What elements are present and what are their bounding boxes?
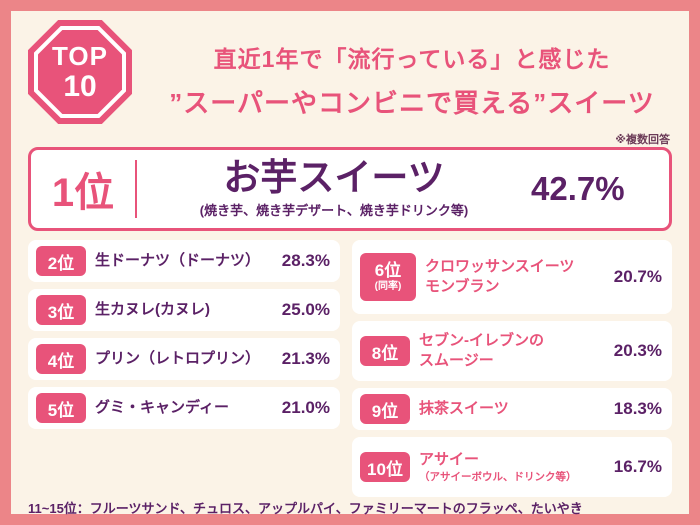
rank1-main: お芋スイーツ (焼き芋、焼き芋デザート、焼き芋ドリンク等) bbox=[137, 157, 531, 219]
item-value: 21.0% bbox=[281, 398, 330, 417]
rank-chip: 8位 bbox=[360, 336, 410, 366]
item-value: 21.3% bbox=[281, 349, 330, 368]
badge-top-text: TOP bbox=[52, 40, 108, 71]
rank1-name: お芋スイーツ bbox=[223, 157, 445, 199]
item-name: グミ・キャンディー bbox=[95, 398, 229, 416]
item-name-line1: アサイー bbox=[419, 450, 480, 468]
ranking-row-2: 2位 生ドーナツ（ドーナツ） 28.3% bbox=[28, 240, 340, 282]
item-name-line2: モンブラン bbox=[425, 278, 500, 295]
item-value: 18.3% bbox=[613, 399, 662, 418]
badge-core: TOP 10 bbox=[38, 30, 122, 114]
item-name: セブン-イレブンの スムージー bbox=[410, 331, 608, 372]
item-name-line2: スムージー bbox=[419, 352, 494, 369]
ranking-row-5: 5位 グミ・キャンディー 21.0% bbox=[28, 387, 340, 429]
rank1-label: 1位 bbox=[51, 171, 115, 215]
top10-badge: TOP 10 bbox=[28, 20, 132, 124]
item-value: 16.7% bbox=[613, 457, 662, 476]
rank1-divider bbox=[135, 160, 137, 218]
item-name-line1: クロワッサンスイーツ bbox=[425, 257, 575, 275]
title-line-2: ”スーパーやコンビニで買える”スイーツ bbox=[169, 88, 655, 118]
rank-chip: 3位 bbox=[36, 295, 86, 325]
rank1-value: 42.7% bbox=[531, 170, 625, 207]
item-name-line1: セブン-イレブンの bbox=[419, 331, 544, 349]
title-line-1: 直近1年で「流行っている」と感じた bbox=[213, 46, 611, 72]
badge-ten-text: 10 bbox=[63, 69, 97, 103]
ranking-row-10: 10位 アサイー （アサイーボウル、ドリンク等） 16.7% bbox=[352, 437, 672, 497]
ranking-row-8: 8位 セブン-イレブンの スムージー 20.3% bbox=[352, 321, 672, 381]
ranking-column-right: 6位 (同率) クロワッサンスイーツ モンブラン 20.7% 8位 セブン-イレ… bbox=[352, 240, 672, 504]
ranking-row-4: 4位 プリン（レトロプリン） 21.3% bbox=[28, 338, 340, 380]
item-name: クロワッサンスイーツ モンブラン bbox=[416, 257, 608, 298]
item-value: 20.3% bbox=[613, 341, 662, 360]
header-titles: 直近1年で「流行っている」と感じた ”スーパーやコンビニで買える”スイーツ bbox=[138, 40, 686, 120]
rank-chip: 10位 bbox=[360, 452, 410, 482]
item-value: 20.7% bbox=[613, 267, 662, 286]
multiple-answers-note: ※複数回答 bbox=[615, 134, 670, 146]
item-value: 28.3% bbox=[281, 251, 330, 270]
item-name: 抹茶スイーツ bbox=[419, 399, 509, 417]
item-value: 25.0% bbox=[281, 300, 330, 319]
rank-tie-note: (同率) bbox=[374, 280, 402, 292]
rank-chip: 5位 bbox=[36, 393, 86, 423]
rank-chip-label: 6位 bbox=[374, 261, 402, 281]
item-name: プリン（レトロプリン） bbox=[95, 349, 261, 367]
ranks-11-15-note: 11~15位：フルーツサンド、チュロス、アップルパイ、ファミリーマートのフラッペ… bbox=[28, 501, 583, 516]
item-name: 生ドーナツ（ドーナツ） bbox=[95, 251, 261, 269]
rank-chip: 6位 (同率) bbox=[360, 253, 416, 301]
rank-chip: 4位 bbox=[36, 344, 86, 374]
item-name-sub: （アサイーボウル、ドリンク等） bbox=[419, 471, 577, 484]
ranking-column-left: 2位 生ドーナツ（ドーナツ） 28.3% 3位 生カヌレ(カヌレ) 25.0% … bbox=[28, 240, 340, 436]
rank1-card: 1位 お芋スイーツ (焼き芋、焼き芋デザート、焼き芋ドリンク等) 42.7% bbox=[28, 147, 672, 231]
item-name: アサイー （アサイーボウル、ドリンク等） bbox=[410, 450, 608, 484]
ranking-row-6: 6位 (同率) クロワッサンスイーツ モンブラン 20.7% bbox=[352, 240, 672, 314]
rank-chip: 9位 bbox=[360, 394, 410, 424]
rank1-subtitle: (焼き芋、焼き芋デザート、焼き芋ドリンク等) bbox=[199, 202, 469, 218]
item-name: 生カヌレ(カヌレ) bbox=[95, 300, 210, 318]
ranking-row-3: 3位 生カヌレ(カヌレ) 25.0% bbox=[28, 289, 340, 331]
badge-ring: TOP 10 bbox=[34, 26, 126, 118]
rank-chip: 2位 bbox=[36, 246, 86, 276]
ranking-row-9: 9位 抹茶スイーツ 18.3% bbox=[352, 388, 672, 430]
